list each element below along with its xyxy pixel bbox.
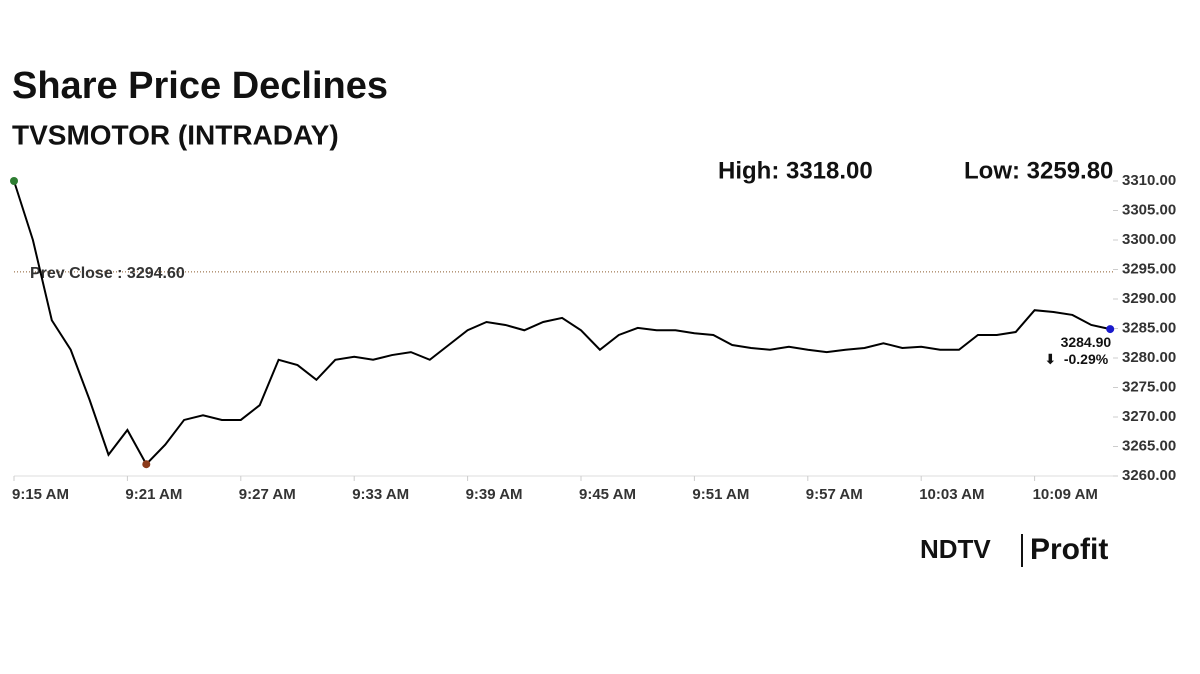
y-tick-label: 3260.00 bbox=[1122, 467, 1176, 484]
brand-right: Profit bbox=[1030, 533, 1108, 566]
y-tick-label: 3265.00 bbox=[1122, 437, 1176, 454]
start-marker bbox=[10, 177, 18, 185]
y-tick-label: 3280.00 bbox=[1122, 349, 1176, 366]
x-tick-label: 9:27 AM bbox=[239, 486, 296, 503]
high-annotation: High: 3318.00 bbox=[718, 157, 873, 184]
x-tick-label: 9:51 AM bbox=[692, 486, 749, 503]
x-tick-label: 10:03 AM bbox=[919, 486, 984, 503]
y-tick-label: 3270.00 bbox=[1122, 408, 1176, 425]
x-tick-label: 9:21 AM bbox=[125, 486, 182, 503]
low-annotation: Low: 3259.80 bbox=[964, 157, 1113, 184]
y-tick-label: 3310.00 bbox=[1122, 172, 1176, 189]
brand-left: NDTV bbox=[920, 534, 991, 564]
chart-title: Share Price Declines bbox=[12, 65, 388, 107]
y-tick-label: 3300.00 bbox=[1122, 231, 1176, 248]
end-marker bbox=[1106, 325, 1115, 334]
y-tick-label: 3305.00 bbox=[1122, 201, 1176, 218]
y-tick-label: 3295.00 bbox=[1122, 260, 1176, 277]
price-line bbox=[13, 180, 1111, 466]
x-tick-label: 9:15 AM bbox=[12, 486, 69, 503]
x-tick-label: 9:57 AM bbox=[806, 486, 863, 503]
change-label: -0.29% bbox=[1064, 351, 1109, 367]
change-arrow: ⬇ bbox=[1044, 351, 1056, 367]
y-tick-label: 3290.00 bbox=[1122, 290, 1176, 307]
chart-subtitle: TVSMOTOR (INTRADAY) bbox=[12, 119, 339, 150]
x-tick-label: 9:45 AM bbox=[579, 486, 636, 503]
prev-close-label: Prev Close : 3294.60 bbox=[30, 265, 185, 282]
y-tick-label: 3285.00 bbox=[1122, 319, 1176, 336]
x-tick-label: 9:39 AM bbox=[466, 486, 523, 503]
low-marker bbox=[142, 460, 151, 469]
y-tick-label: 3275.00 bbox=[1122, 378, 1176, 395]
x-tick-label: 9:33 AM bbox=[352, 486, 409, 503]
last-value-label: 3284.90 bbox=[1061, 334, 1112, 350]
x-tick-label: 10:09 AM bbox=[1033, 486, 1098, 503]
